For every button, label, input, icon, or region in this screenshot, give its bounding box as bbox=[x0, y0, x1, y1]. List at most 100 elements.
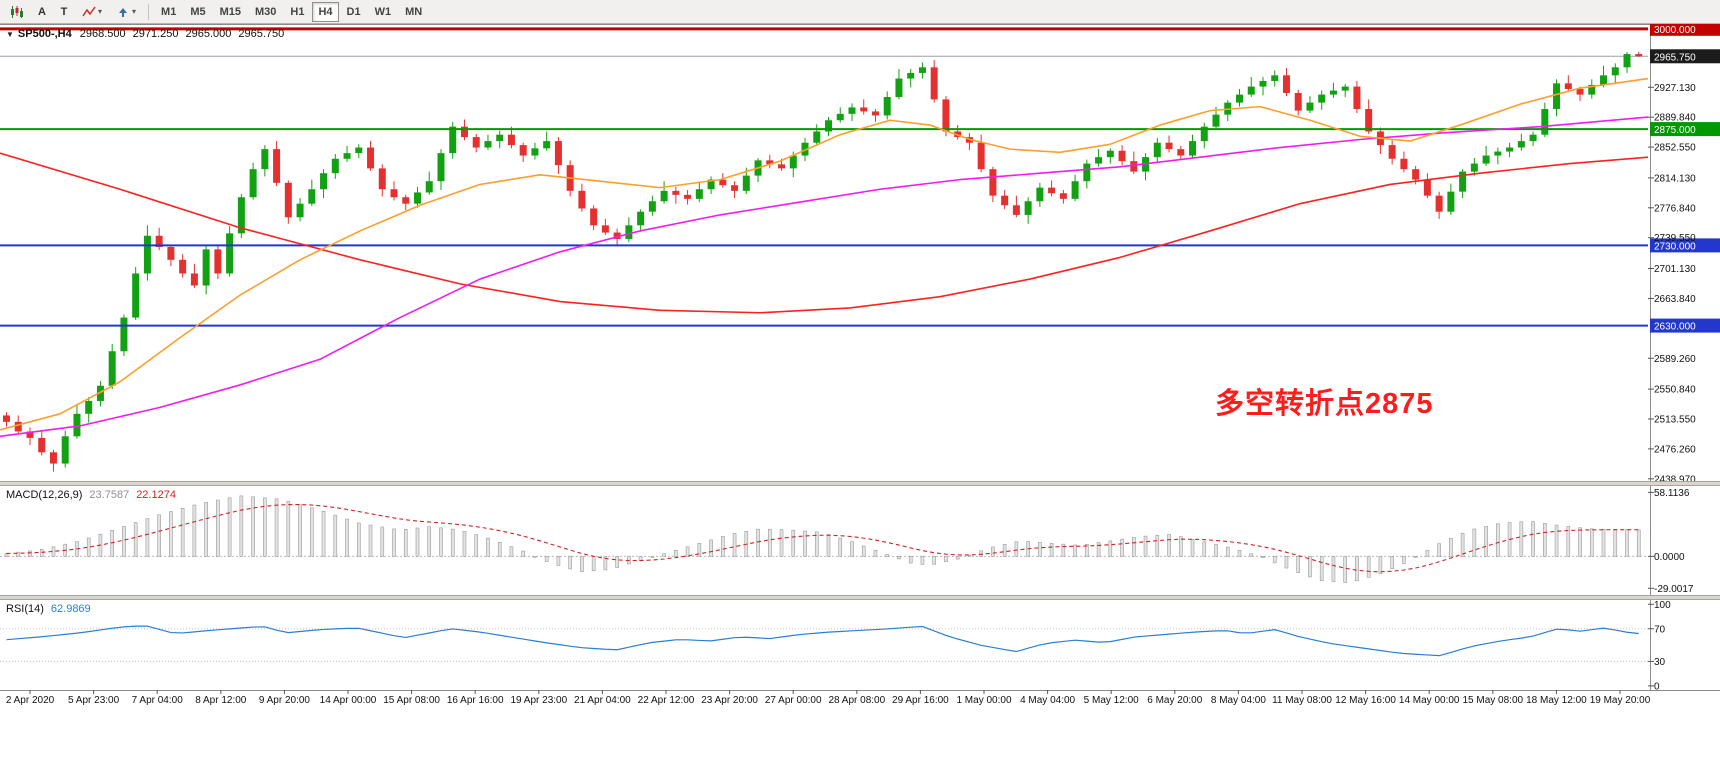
macd-histogram-bar bbox=[1484, 526, 1488, 557]
macd-histogram-bar bbox=[1225, 546, 1230, 557]
candle-body bbox=[1247, 86, 1255, 95]
candle-body bbox=[1236, 94, 1243, 103]
macd-histogram-bar bbox=[1331, 556, 1336, 582]
indicators-icon[interactable]: ▾ bbox=[76, 2, 108, 22]
candle-body bbox=[648, 201, 656, 212]
macd-histogram-bar bbox=[1519, 521, 1524, 557]
candle-body bbox=[1024, 201, 1032, 215]
timeframe-button-m5[interactable]: M5 bbox=[184, 2, 211, 22]
text-label-icon[interactable]: A bbox=[32, 2, 52, 22]
macd-histogram-bar bbox=[756, 528, 760, 557]
timeframe-button-m30[interactable]: M30 bbox=[249, 2, 282, 22]
macd-histogram-bar bbox=[1636, 529, 1641, 557]
time-tick-label: 11 May 08:00 bbox=[1272, 695, 1332, 706]
macd-histogram-bar bbox=[157, 514, 161, 557]
rsi-scale-label: 100 bbox=[1654, 600, 1671, 611]
candle-body bbox=[1400, 158, 1408, 170]
candle-body bbox=[355, 147, 363, 154]
candle-body bbox=[38, 437, 46, 453]
macd-histogram-bar bbox=[897, 556, 901, 560]
candle-body bbox=[601, 225, 609, 233]
time-tick-label: 27 Apr 00:00 bbox=[765, 695, 822, 706]
candle-body bbox=[918, 67, 926, 73]
candle-body bbox=[684, 194, 692, 199]
price-level-label: 3000.000 bbox=[1654, 25, 1696, 36]
time-tick-label: 8 Apr 12:00 bbox=[195, 695, 247, 706]
price-tick-label: 2889.840 bbox=[1654, 113, 1696, 124]
rsi-name: RSI(14) bbox=[6, 603, 44, 615]
timeframe-button-h4[interactable]: H4 bbox=[312, 1, 339, 22]
panel-splitter-macd[interactable] bbox=[0, 481, 1720, 486]
macd-histogram-bar bbox=[1061, 543, 1066, 557]
timeframe-button-mn[interactable]: MN bbox=[399, 2, 428, 22]
candle-body bbox=[895, 78, 903, 97]
template-icon[interactable]: T bbox=[54, 2, 74, 22]
candle-body bbox=[14, 421, 22, 432]
price-tick-label: 2739.550 bbox=[1654, 233, 1696, 244]
candle-body bbox=[179, 259, 187, 274]
macd-histogram-bar bbox=[28, 550, 32, 557]
price-tick-label: 2776.840 bbox=[1654, 203, 1696, 214]
rsi-scale-label: 0 bbox=[1654, 681, 1660, 692]
macd-scale-label: 0.0000 bbox=[1654, 552, 1685, 563]
time-tick-label: 14 Apr 00:00 bbox=[320, 695, 377, 706]
macd-histogram-bar bbox=[439, 527, 443, 557]
macd-histogram-bar bbox=[1625, 529, 1629, 557]
candle-body bbox=[496, 134, 504, 142]
timeframe-button-d1[interactable]: D1 bbox=[341, 2, 367, 22]
candle-body bbox=[85, 400, 93, 414]
macd-histogram-bar bbox=[603, 556, 608, 571]
dropdown-caret-icon: ▾ bbox=[98, 7, 103, 16]
time-tick-label: 21 Apr 04:00 bbox=[574, 695, 631, 706]
macd-histogram-bar bbox=[1601, 528, 1606, 557]
candle-body bbox=[414, 192, 421, 204]
candle-body bbox=[637, 211, 645, 226]
candle-body bbox=[190, 273, 198, 286]
macd-histogram-bar bbox=[556, 556, 561, 566]
macd-histogram-bar bbox=[674, 549, 678, 557]
macd-histogram-bar bbox=[991, 546, 995, 557]
timeframe-button-m15[interactable]: M15 bbox=[214, 2, 247, 22]
candle-body bbox=[1494, 151, 1502, 156]
price-tick-label: 2513.550 bbox=[1654, 414, 1696, 425]
macd-histogram-bar bbox=[274, 498, 279, 557]
macd-scale-label: -29.0017 bbox=[1654, 584, 1694, 595]
timeframe-button-h1[interactable]: H1 bbox=[284, 2, 310, 22]
price-tick-label: 2438.970 bbox=[1654, 474, 1696, 485]
candle-body bbox=[719, 179, 727, 186]
macd-histogram-bar bbox=[779, 529, 784, 557]
time-tick-label: 5 Apr 23:00 bbox=[68, 695, 120, 706]
ohlc-close: 2965.750 bbox=[238, 28, 285, 40]
text-label-icon-glyph: A bbox=[38, 5, 46, 18]
candle-body bbox=[860, 107, 868, 112]
candle-body bbox=[554, 141, 562, 166]
macd-histogram-bar bbox=[685, 546, 690, 557]
macd-signal-line bbox=[6, 504, 1639, 573]
candle-body bbox=[531, 148, 539, 156]
macd-histogram-bar bbox=[803, 530, 807, 557]
objects-icon[interactable]: ▾ bbox=[110, 2, 142, 22]
candle-body bbox=[143, 235, 151, 274]
candle-body bbox=[1036, 187, 1044, 202]
timeframe-button-w1[interactable]: W1 bbox=[369, 2, 398, 22]
macd-histogram-bar bbox=[509, 546, 514, 557]
candle-body bbox=[284, 182, 292, 218]
candle-body bbox=[1071, 181, 1079, 199]
candle-body bbox=[226, 233, 234, 274]
macd-histogram-bar bbox=[979, 550, 983, 557]
time-tick-label: 2 Apr 2020 bbox=[6, 695, 55, 706]
panel-splitter-rsi[interactable] bbox=[0, 595, 1720, 600]
charts-icon[interactable] bbox=[4, 2, 30, 22]
chart-text-annotation[interactable]: 多空转折点2875 bbox=[1215, 388, 1434, 420]
macd-histogram-bar bbox=[1566, 526, 1571, 557]
chart-menu-arrow-icon: ▼ bbox=[6, 30, 14, 39]
timeframe-button-m1[interactable]: M1 bbox=[155, 2, 182, 22]
macd-histogram-bar bbox=[814, 531, 819, 557]
candle-body bbox=[1447, 191, 1455, 212]
macd-histogram-bar bbox=[568, 556, 572, 570]
candle-body bbox=[1623, 54, 1631, 68]
ma-fast-orange-line bbox=[0, 77, 1649, 431]
chart-symbol-period: SP500-,H4 bbox=[17, 28, 72, 40]
